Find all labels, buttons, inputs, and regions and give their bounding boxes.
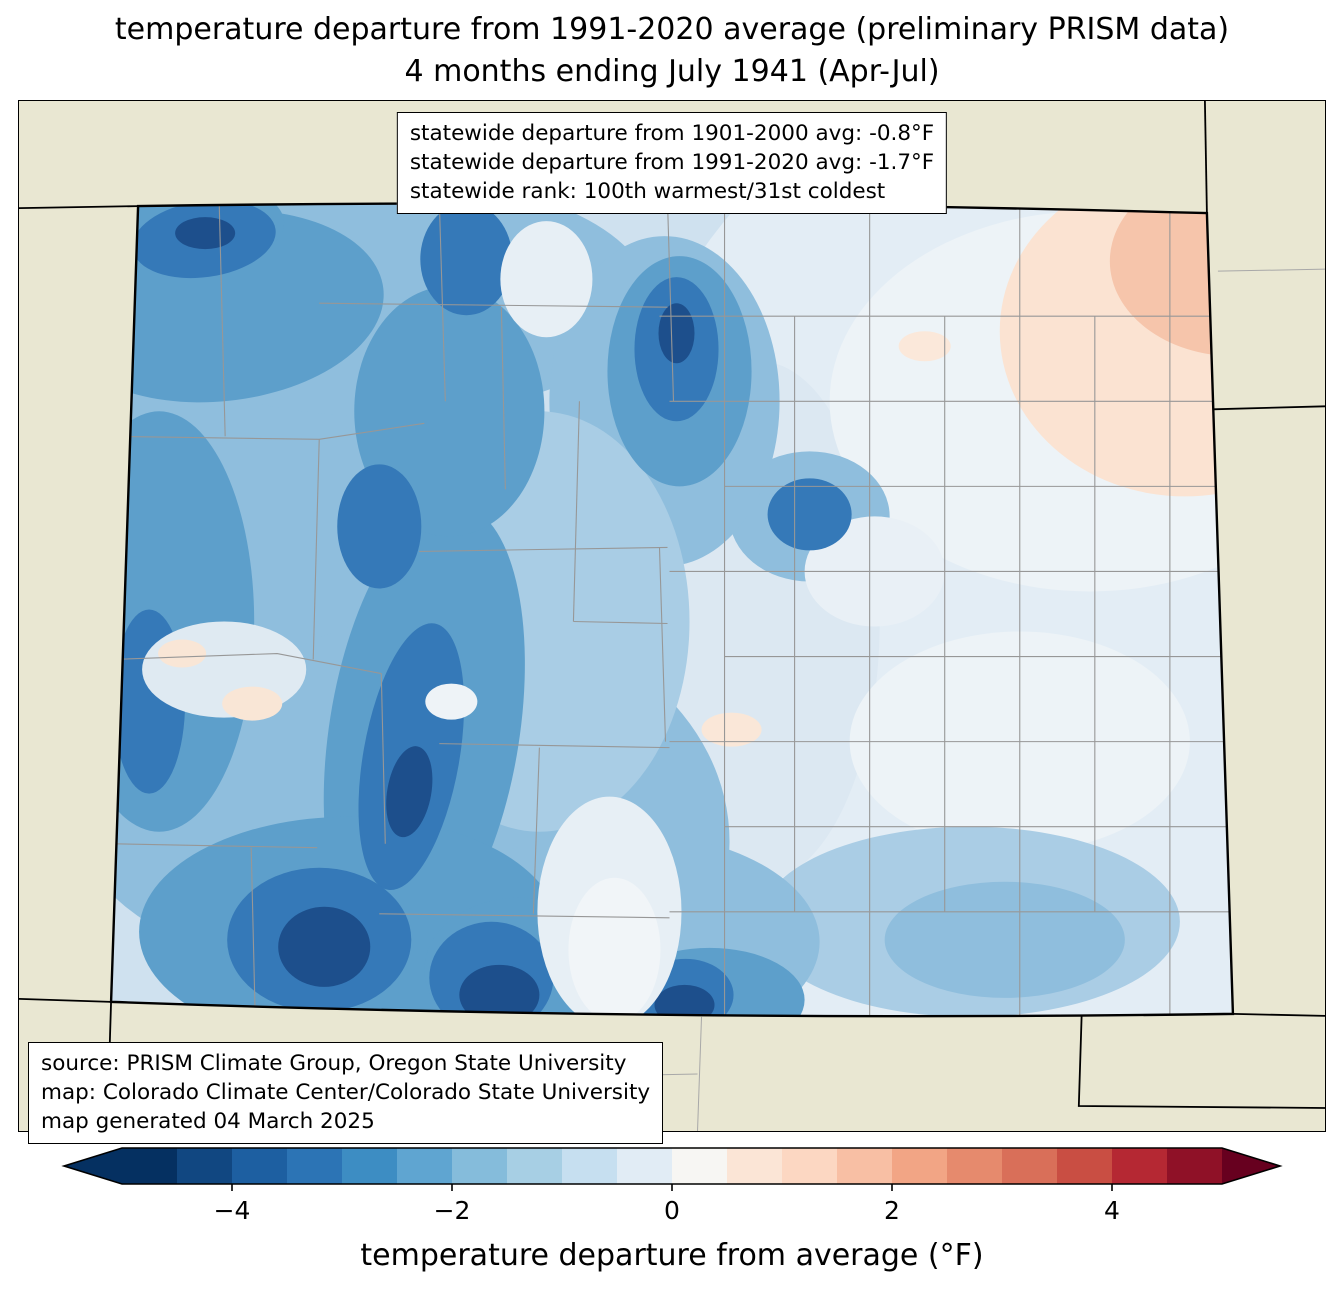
source-line: source: PRISM Climate Group, Oregon Stat…	[41, 1051, 627, 1076]
colorbar-segment	[837, 1148, 893, 1184]
colorbar-segment	[672, 1148, 728, 1184]
colorbar-tick-label: −2	[433, 1196, 471, 1225]
colorbar-segment	[1167, 1148, 1223, 1184]
colorbar-segment	[617, 1148, 673, 1184]
statewide-stats-box: statewide departure from 1901-2000 avg: …	[396, 112, 948, 215]
colorbar-segment	[562, 1148, 618, 1184]
colorbar-segment	[947, 1148, 1003, 1184]
colorbar-segment	[1112, 1148, 1168, 1184]
colorbar-segment	[287, 1148, 343, 1184]
stats-line-1901-2000: statewide departure from 1901-2000 avg: …	[409, 121, 935, 146]
stats-line-1991-2020: statewide departure from 1991-2020 avg: …	[409, 149, 935, 175]
figure-title-line2: 4 months ending July 1941 (Apr-Jul)	[404, 54, 940, 89]
colorbar-tick-labels: −4 −2 0 2 4	[0, 1196, 1344, 1228]
colorbar-outline	[61, 1147, 1283, 1185]
stats-line-rank: statewide rank: 100th warmest/31st colde…	[409, 178, 886, 204]
generated-date-line: map generated 04 March 2025	[41, 1108, 375, 1134]
colorbar-segment	[1057, 1148, 1113, 1184]
temperature-contours	[111, 203, 1233, 1017]
colorbar-axis-label: temperature departure from average (°F)	[360, 1238, 984, 1273]
colorbar-left-arrow	[64, 1148, 122, 1184]
map-frame	[18, 100, 1326, 1132]
colorbar-segment	[727, 1148, 783, 1184]
colorado-map	[19, 101, 1325, 1131]
figure-title-line1: temperature departure from 1991-2020 ave…	[114, 12, 1230, 47]
colorbar-tick-label: 4	[1104, 1196, 1120, 1225]
colorbar-tick-label: −4	[213, 1196, 251, 1225]
colorbar-right-arrow	[1222, 1148, 1280, 1184]
colorbar	[61, 1147, 1283, 1191]
colorbar-segment	[397, 1148, 453, 1184]
colorbar-tick-label: 2	[884, 1196, 900, 1225]
colorbar-segment	[1002, 1148, 1058, 1184]
colorbar-segment	[342, 1148, 398, 1184]
colorbar-segment	[177, 1148, 233, 1184]
colorbar-segment	[452, 1148, 508, 1184]
colorbar-segment	[507, 1148, 563, 1184]
map-credit-line: map: Colorado Climate Center/Colorado St…	[41, 1079, 651, 1105]
colorbar-segment	[782, 1148, 838, 1184]
colorbar-segment	[232, 1148, 288, 1184]
colorbar-segment	[892, 1148, 948, 1184]
county-lines	[111, 203, 1233, 1017]
source-attribution-box: source: PRISM Climate Group, Oregon Stat…	[28, 1042, 664, 1145]
colorbar-segment	[122, 1148, 178, 1184]
colorbar-tick-label: 0	[664, 1196, 680, 1225]
